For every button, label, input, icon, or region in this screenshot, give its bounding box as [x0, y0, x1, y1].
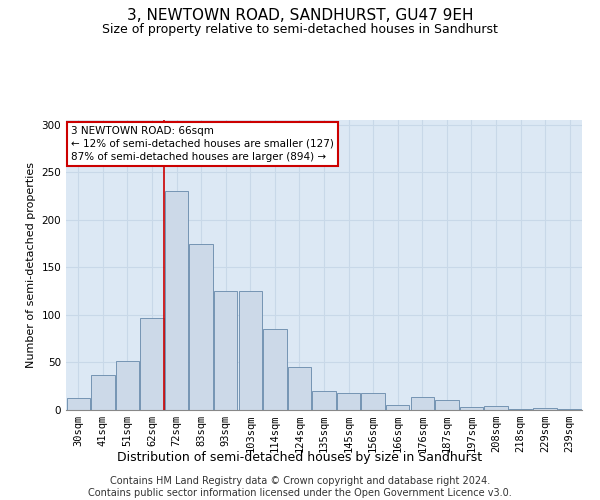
Bar: [435, 400, 458, 410]
Bar: [509, 409, 532, 410]
Bar: [410, 396, 434, 410]
Bar: [91, 375, 115, 410]
Bar: [165, 192, 188, 410]
Text: 3 NEWTOWN ROAD: 66sqm
← 12% of semi-detached houses are smaller (127)
87% of sem: 3 NEWTOWN ROAD: 66sqm ← 12% of semi-deta…: [71, 126, 334, 162]
Bar: [337, 393, 360, 410]
Bar: [533, 408, 557, 410]
Text: 3, NEWTOWN ROAD, SANDHURST, GU47 9EH: 3, NEWTOWN ROAD, SANDHURST, GU47 9EH: [127, 8, 473, 22]
Bar: [361, 393, 385, 410]
Bar: [140, 318, 164, 410]
Bar: [558, 409, 581, 410]
Bar: [288, 367, 311, 410]
Bar: [67, 398, 90, 410]
Y-axis label: Number of semi-detached properties: Number of semi-detached properties: [26, 162, 36, 368]
Bar: [116, 360, 139, 410]
Bar: [484, 406, 508, 410]
Text: Contains HM Land Registry data © Crown copyright and database right 2024.
Contai: Contains HM Land Registry data © Crown c…: [88, 476, 512, 498]
Bar: [263, 329, 287, 410]
Bar: [460, 407, 483, 410]
Bar: [313, 391, 335, 410]
Text: Distribution of semi-detached houses by size in Sandhurst: Distribution of semi-detached houses by …: [118, 451, 482, 464]
Bar: [190, 244, 213, 410]
Bar: [239, 291, 262, 410]
Bar: [214, 291, 238, 410]
Text: Size of property relative to semi-detached houses in Sandhurst: Size of property relative to semi-detach…: [102, 22, 498, 36]
Bar: [386, 405, 409, 410]
